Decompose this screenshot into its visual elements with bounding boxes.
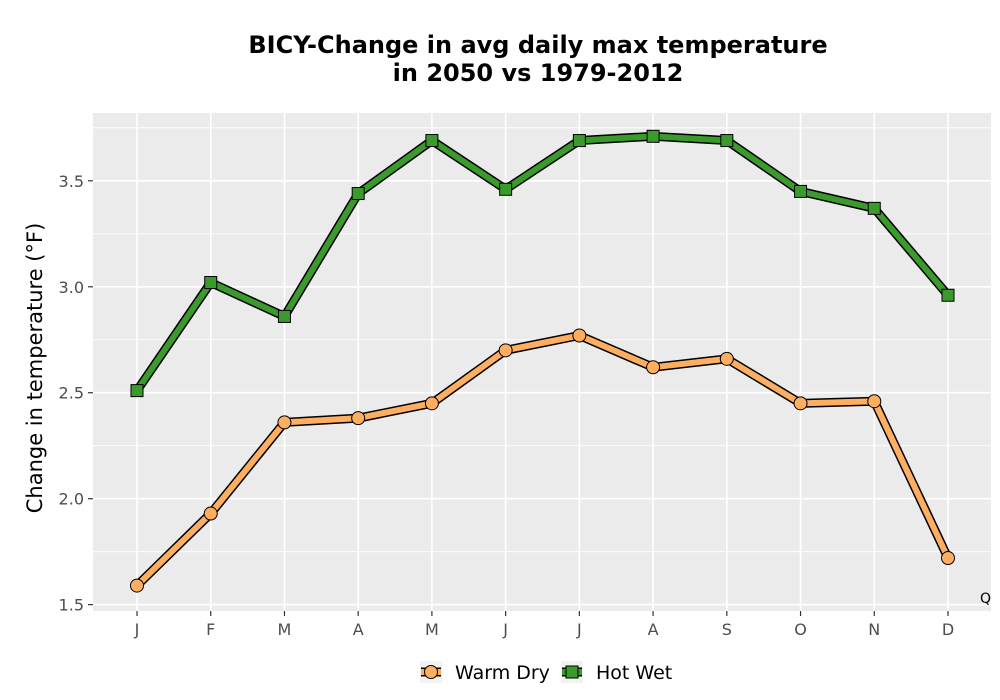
x-tick-label: D <box>942 620 954 639</box>
legend-key-marker <box>424 665 438 679</box>
legend-label: Warm Dry <box>455 662 550 684</box>
legend-key-marker <box>565 665 579 679</box>
data-point <box>130 384 144 398</box>
data-point <box>867 394 882 409</box>
data-point <box>425 134 439 148</box>
data-point <box>499 182 513 196</box>
data-point <box>646 360 661 375</box>
data-point <box>867 201 881 215</box>
data-point <box>794 184 808 198</box>
data-point <box>277 309 291 323</box>
y-tick-label: 3.5 <box>59 172 84 191</box>
x-tick-label: N <box>868 620 880 639</box>
series-line <box>134 332 951 589</box>
data-point <box>351 187 365 201</box>
y-tick-label: 2.5 <box>59 384 84 403</box>
legend-item: Warm Dry <box>420 661 550 684</box>
data-point <box>793 396 808 411</box>
data-point <box>941 551 955 566</box>
x-tick-label: F <box>206 620 215 639</box>
corner-annotation: Q <box>980 591 991 607</box>
x-tick-label: M <box>425 620 439 639</box>
data-point <box>941 288 955 302</box>
x-tick-label: M <box>278 620 292 639</box>
data-point <box>351 411 366 426</box>
x-tick-label: O <box>794 620 807 639</box>
x-tick-label: J <box>576 620 582 639</box>
y-tick-label: 3.0 <box>59 278 84 297</box>
legend-label: Hot Wet <box>596 662 672 684</box>
legend: Warm Dry Hot Wet <box>420 661 672 684</box>
data-point <box>572 134 586 148</box>
plot-panel <box>93 113 991 611</box>
data-point <box>203 506 218 521</box>
series-layer <box>130 129 955 593</box>
data-point <box>277 415 292 430</box>
y-tick-label: 1.5 <box>59 596 84 615</box>
x-tick-label: J <box>502 620 508 639</box>
y-tick-label: 2.0 <box>59 490 84 509</box>
data-point <box>204 276 218 290</box>
x-tick-label: S <box>722 620 732 639</box>
y-axis-title: Change in temperature (°F) <box>23 223 47 514</box>
data-point <box>720 134 734 148</box>
x-tick-label: J <box>134 620 140 639</box>
series-line <box>134 133 951 394</box>
data-point <box>424 396 439 411</box>
data-point <box>498 343 513 358</box>
chart-title-line-2: in 2050 vs 1979-2012 <box>393 59 684 87</box>
y-axis: 1.5 2.0 2.5 3.0 3.5 <box>59 172 93 615</box>
data-point <box>646 129 660 143</box>
series-warm-dry <box>130 328 955 593</box>
chart-title-line-1: BICY-Change in avg daily max temperature <box>248 31 827 59</box>
x-tick-label: A <box>353 620 364 639</box>
data-point <box>719 351 734 366</box>
series-hot-wet <box>130 129 955 398</box>
data-point <box>130 578 144 593</box>
data-point <box>572 328 587 343</box>
x-tick-label: A <box>648 620 659 639</box>
legend-item: Hot Wet <box>561 661 672 684</box>
